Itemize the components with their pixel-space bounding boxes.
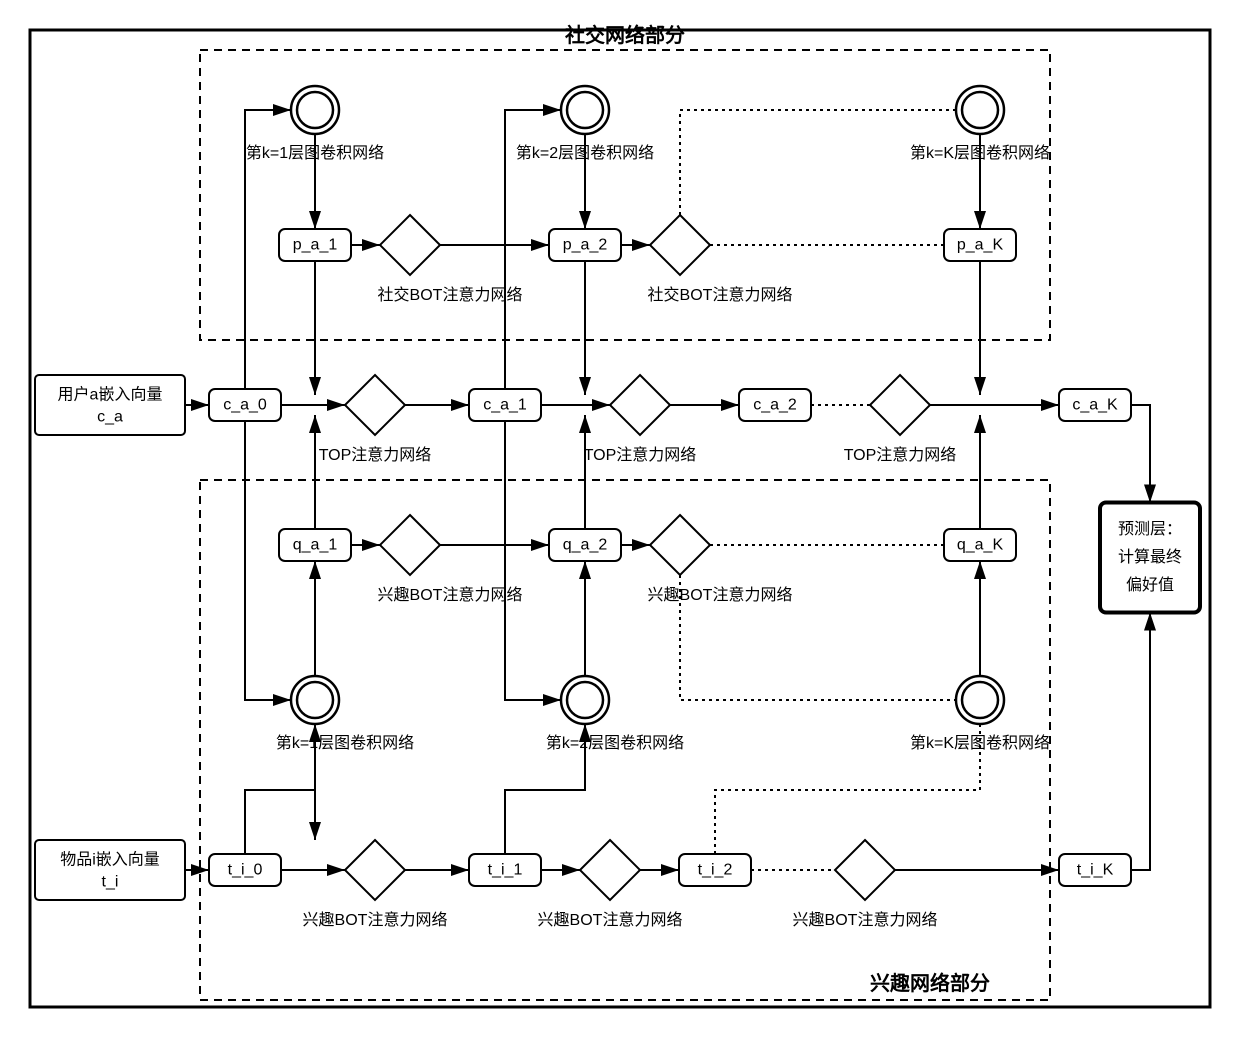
c-a-K-label: c_a_K	[1072, 397, 1118, 414]
top-2	[610, 375, 670, 435]
user-input-l2: c_a	[97, 409, 123, 426]
interest-gcn-K-label: 第k=K层图卷积网络	[910, 733, 1050, 752]
output-l2: 计算最终	[1118, 547, 1182, 566]
social-bot-1-label: 社交BOT注意力网络	[378, 285, 523, 304]
t-i-K-label: t_i_K	[1077, 862, 1114, 879]
social-title: 社交网络部分	[564, 23, 685, 47]
social-bot-1	[380, 215, 440, 275]
p-a-K-label: p_a_K	[957, 237, 1004, 254]
interest-gcn-2-label: 第k=2层图卷积网络	[546, 733, 684, 752]
social-bot-2	[650, 215, 710, 275]
social-bot-2-label: 社交BOT注意力网络	[648, 285, 793, 304]
user-input-l1: 用户a嵌入向量	[58, 386, 163, 404]
q-a-K-label: q_a_K	[957, 537, 1004, 554]
interest-bot-t2	[580, 840, 640, 900]
interest-gcn-1-label: 第k=1层图卷积网络	[276, 733, 414, 752]
interest-title: 兴趣网络部分	[870, 971, 990, 995]
user-input	[35, 375, 185, 435]
interest-bot-t2-label: 兴趣BOT注意力网络	[538, 910, 683, 929]
interest-bot-q1-label: 兴趣BOT注意力网络	[378, 585, 523, 604]
p-a-1-label: p_a_1	[293, 237, 338, 254]
interest-bot-q2	[650, 515, 710, 575]
top-K	[870, 375, 930, 435]
interest-bot-t3	[835, 840, 895, 900]
p-a-2-label: p_a_2	[563, 237, 608, 254]
diagram-canvas: 社交网络部分兴趣网络部分 第k=1层图卷积网络 第k=2层图卷积网络 第k=K层图卷积…	[0, 0, 1240, 1037]
output-l3: 偏好值	[1126, 576, 1174, 594]
item-input	[35, 840, 185, 900]
q-a-1-label: q_a_1	[293, 537, 338, 554]
top-1-label: TOP注意力网络	[319, 445, 432, 464]
interest-bot-t1	[345, 840, 405, 900]
interest-bot-q1	[380, 515, 440, 575]
item-input-l2: t_i	[102, 874, 119, 891]
interest-bot-t1-label: 兴趣BOT注意力网络	[303, 910, 448, 929]
q-a-2-label: q_a_2	[563, 537, 608, 554]
top-2-label: TOP注意力网络	[584, 445, 697, 464]
c-a-0-label: c_a_0	[223, 397, 267, 414]
a-cK-out2	[1131, 405, 1150, 503]
c-a-2-label: c_a_2	[753, 397, 797, 414]
t-i-0-label: t_i_0	[228, 862, 263, 879]
t-i-2-label: t_i_2	[698, 862, 733, 879]
interest-bot-t3-label: 兴趣BOT注意力网络	[793, 910, 938, 929]
top-1	[345, 375, 405, 435]
interest-bot-q2-label: 兴趣BOT注意力网络	[648, 585, 793, 604]
t-i-1-label: t_i_1	[488, 862, 523, 879]
output-l1: 预测层：	[1118, 520, 1182, 538]
c-a-1-label: c_a_1	[483, 397, 527, 414]
d-sb2-sgK	[680, 110, 956, 215]
top-K-label: TOP注意力网络	[844, 445, 957, 464]
a-tK-out	[1131, 613, 1150, 871]
item-input-l1: 物品i嵌入向量	[60, 851, 160, 869]
